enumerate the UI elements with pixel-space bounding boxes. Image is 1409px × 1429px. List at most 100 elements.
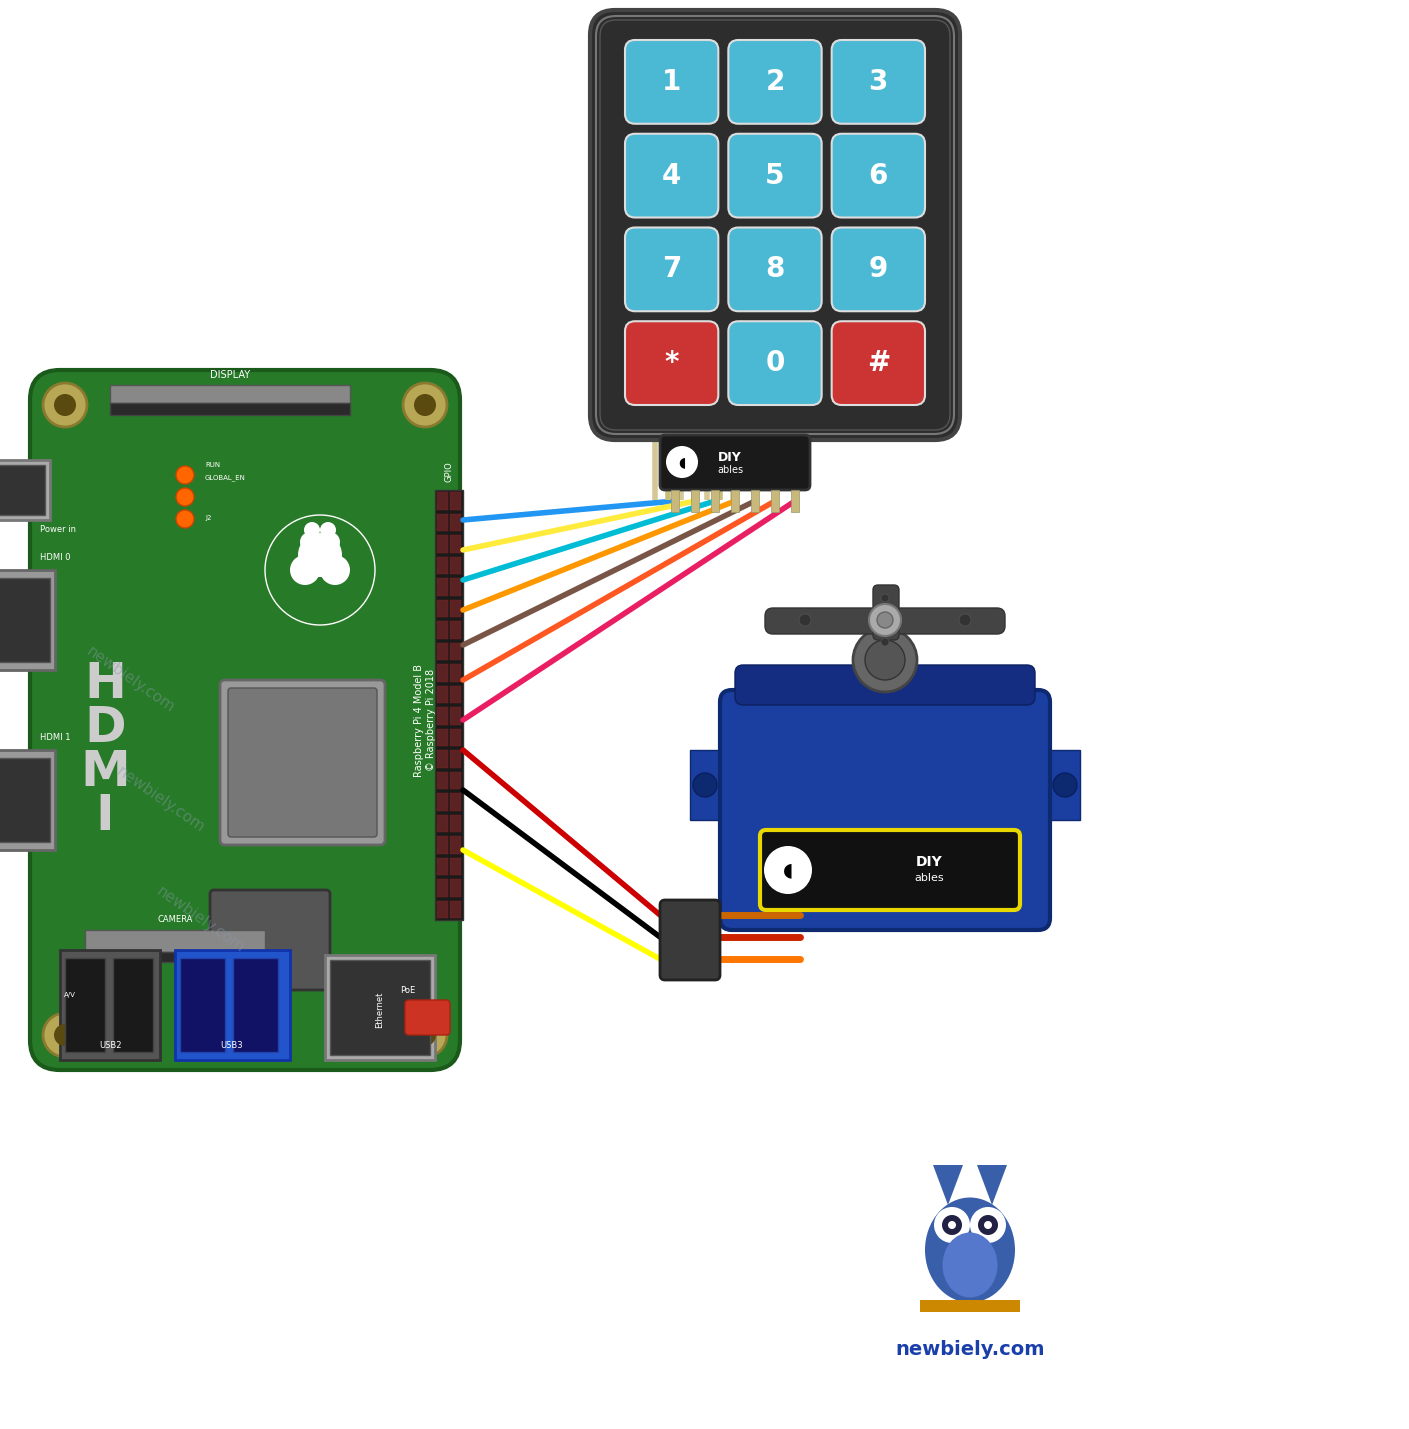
Bar [449, 664, 461, 682]
FancyBboxPatch shape [626, 227, 719, 312]
Bar [449, 600, 461, 617]
Text: H
D
M
I: H D M I [80, 660, 130, 840]
Bar [175, 950, 290, 1060]
Text: 0: 0 [765, 349, 785, 377]
Bar [671, 490, 679, 512]
Circle shape [865, 640, 905, 680]
Text: 2: 2 [765, 67, 785, 96]
Bar [449, 534, 461, 553]
Circle shape [44, 1013, 87, 1057]
Circle shape [969, 1208, 1006, 1243]
Circle shape [983, 1220, 992, 1229]
Bar [180, 957, 225, 1052]
FancyBboxPatch shape [626, 40, 719, 124]
FancyBboxPatch shape [659, 900, 720, 980]
Text: Raspberry Pi 4 Model B
© Raspberry Pi 2018: Raspberry Pi 4 Model B © Raspberry Pi 20… [414, 663, 435, 776]
Text: Ethernet: Ethernet [376, 992, 385, 1029]
Bar [232, 957, 278, 1052]
Bar [751, 490, 759, 512]
FancyBboxPatch shape [831, 227, 924, 312]
Circle shape [876, 612, 893, 627]
Bar [437, 664, 448, 682]
Bar [449, 900, 461, 917]
Bar [449, 750, 461, 767]
FancyBboxPatch shape [210, 890, 330, 990]
Bar [449, 556, 461, 574]
Circle shape [666, 446, 697, 477]
Circle shape [881, 637, 889, 646]
Bar [437, 534, 448, 553]
Text: 3: 3 [868, 67, 888, 96]
Bar [449, 836, 461, 853]
Bar [437, 857, 448, 875]
Bar [449, 815, 461, 832]
Bar [690, 490, 699, 512]
Bar [437, 600, 448, 617]
Ellipse shape [924, 1198, 1014, 1302]
Text: DISPLAY: DISPLAY [210, 370, 249, 380]
Bar [449, 643, 461, 660]
Text: *: * [665, 349, 679, 377]
Text: newbiely.com: newbiely.com [895, 1340, 1044, 1359]
FancyBboxPatch shape [831, 134, 924, 217]
Circle shape [764, 846, 812, 895]
Text: Power in: Power in [39, 524, 76, 534]
Bar [690, 750, 720, 820]
FancyBboxPatch shape [759, 830, 1020, 910]
Bar [449, 857, 461, 875]
Bar [0, 570, 55, 670]
Bar [0, 757, 49, 842]
Text: 6: 6 [868, 161, 888, 190]
Text: HDMI 1: HDMI 1 [39, 733, 70, 742]
Bar [437, 622, 448, 639]
Circle shape [54, 394, 76, 416]
Bar [110, 384, 349, 403]
FancyBboxPatch shape [874, 584, 899, 640]
Ellipse shape [943, 1232, 998, 1298]
Bar [731, 490, 738, 512]
Text: GPIO: GPIO [444, 516, 449, 533]
Bar [437, 836, 448, 853]
Bar [449, 492, 461, 510]
Text: #: # [867, 349, 890, 377]
Bar [449, 707, 461, 725]
Bar [437, 729, 448, 746]
Circle shape [934, 1208, 969, 1243]
Bar [437, 772, 448, 789]
FancyBboxPatch shape [438, 500, 457, 550]
Text: 5: 5 [765, 161, 785, 190]
Circle shape [320, 522, 335, 537]
Bar [435, 490, 464, 920]
Bar [920, 1300, 1020, 1312]
FancyBboxPatch shape [728, 322, 821, 404]
Bar [437, 577, 448, 596]
Bar [437, 879, 448, 896]
Circle shape [869, 604, 900, 636]
Circle shape [44, 383, 87, 427]
FancyBboxPatch shape [728, 40, 821, 124]
Bar [449, 513, 461, 532]
Text: CAMERA: CAMERA [158, 915, 193, 925]
Text: USB2: USB2 [99, 1040, 121, 1049]
Text: 4: 4 [662, 161, 682, 190]
Bar [437, 643, 448, 660]
Text: ables: ables [717, 464, 743, 474]
Circle shape [1053, 773, 1076, 797]
Text: newbiely.com: newbiely.com [154, 885, 247, 956]
FancyBboxPatch shape [404, 1000, 449, 1035]
Text: DIY: DIY [719, 450, 743, 463]
Text: ◖: ◖ [783, 860, 793, 879]
Bar [325, 955, 435, 1060]
Circle shape [960, 614, 971, 626]
Circle shape [414, 394, 435, 416]
Bar [0, 464, 45, 514]
Bar [437, 492, 448, 510]
FancyBboxPatch shape [590, 10, 960, 440]
Text: 8: 8 [765, 256, 785, 283]
Bar [437, 815, 448, 832]
FancyBboxPatch shape [831, 40, 924, 124]
Text: 9: 9 [869, 256, 888, 283]
Bar [85, 952, 265, 962]
Circle shape [176, 466, 194, 484]
Circle shape [403, 1013, 447, 1057]
